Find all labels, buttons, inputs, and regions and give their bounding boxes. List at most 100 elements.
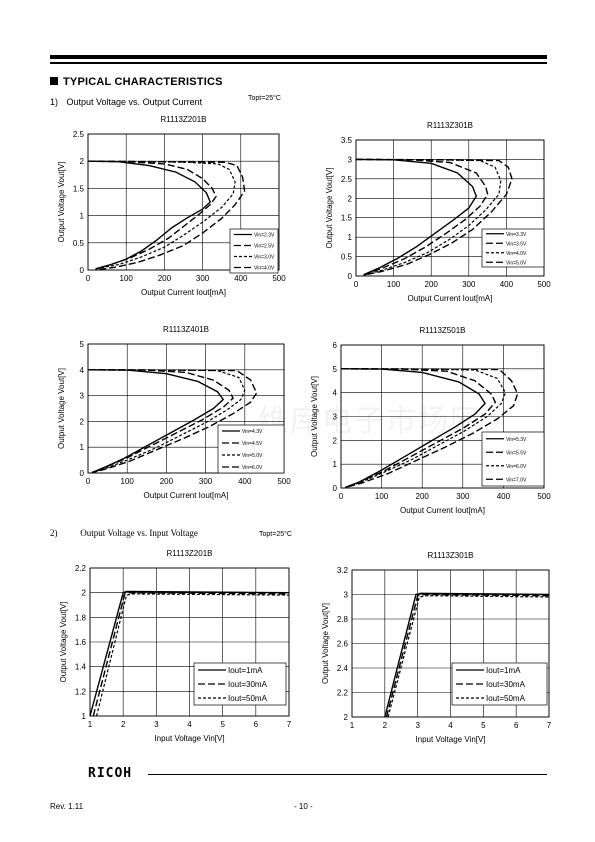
x-axis-label: Output Current Iout[mA]: [408, 294, 493, 303]
y-tick-label: 3: [344, 591, 349, 600]
series-line: [355, 158, 502, 276]
y-axis-label: Output Voltage Vout[V]: [57, 368, 66, 449]
legend-label: Vin=3.5V: [506, 241, 527, 247]
legend-label: Vin=4.0V: [506, 251, 527, 257]
x-tick-label: 100: [375, 492, 389, 501]
series-line: [355, 158, 478, 276]
y-tick-label: 1.6: [75, 638, 87, 647]
x-tick-label: 400: [500, 280, 514, 289]
condition-label: Topt=25°C: [259, 531, 292, 538]
x-tick-label: 300: [199, 477, 213, 486]
x-axis-label: Output Current Iout[mA]: [144, 491, 229, 500]
legend-label: Vin=2.3V: [254, 233, 275, 239]
x-tick-label: 200: [416, 492, 430, 501]
y-tick-label: 0: [333, 484, 338, 493]
subsection-title: Output Voltage vs. Input Voltage: [80, 528, 198, 538]
legend-box: [229, 228, 279, 274]
series-line: [92, 591, 290, 717]
series-line: [384, 592, 550, 718]
chart-1: R1113Z201B 0 100 200 300 400 500 0 0.5 1 1.5 2 2.5 Ou…: [57, 115, 286, 297]
x-tick-label: 100: [387, 280, 401, 289]
x-tick-label: 500: [277, 477, 291, 486]
y-axis-label: Output Voltage Vout[V]: [325, 168, 334, 249]
y-tick-label: 1: [82, 712, 87, 721]
y-tick-label: 2.5: [73, 130, 85, 139]
legend-label: Vin=5.3V: [506, 437, 527, 443]
chart-title: R1113Z401B: [163, 325, 209, 334]
y-tick-label: 3: [80, 392, 85, 401]
section-heading: TYPICAL CHARACTERISTICS: [50, 76, 223, 88]
y-axis-label: Output Voltage Vout[V]: [59, 602, 68, 683]
y-tick-label: 2.5: [341, 175, 353, 184]
series-line: [355, 158, 513, 276]
plot-frame: [89, 567, 290, 717]
x-tick-label: 1: [350, 721, 355, 730]
legend-label: Vin=5.0V: [506, 260, 527, 266]
series-line: [87, 369, 225, 474]
legend-label: Vin=6.0V: [242, 465, 263, 471]
series-line: [87, 160, 246, 271]
legend-label: Vin=5.0V: [242, 453, 263, 459]
y-tick-label: 1.5: [341, 214, 353, 223]
x-tick-label: 300: [462, 280, 476, 289]
chart-title: R1113Z301B: [427, 121, 473, 130]
y-tick-label: 3.2: [337, 566, 349, 575]
watermark: 维库电子市场网: [258, 404, 482, 439]
x-tick-label: 2: [383, 721, 388, 730]
series-line: [87, 369, 246, 474]
revision-label: Rev. 1.11: [50, 802, 84, 811]
y-tick-label: 3: [348, 155, 353, 164]
legend-label: Vin=6.0V: [506, 464, 527, 470]
y-tick-label: 0: [80, 469, 85, 478]
x-tick-label: 300: [456, 492, 470, 501]
series-line: [355, 158, 489, 276]
y-tick-label: 2.6: [337, 640, 349, 649]
x-tick-label: 500: [537, 280, 551, 289]
y-tick-label: 3.5: [341, 136, 353, 145]
subsection-2: 2) Output Voltage vs. Input Voltage: [50, 528, 198, 538]
y-tick-label: 2: [333, 436, 338, 445]
x-tick-label: 100: [120, 274, 134, 283]
legend-label: Vin=2.5V: [254, 244, 275, 250]
header-rule-thick: [50, 55, 547, 59]
chart-4: R1113Z501B 0 100 200 300 400 500 0 1 2 3 4 5 6 Output …: [310, 326, 551, 515]
chart-title: R1113Z501B: [420, 326, 466, 335]
plot-frame: [87, 343, 285, 474]
series-line: [340, 368, 497, 489]
legend-label: Iout=1mA: [228, 666, 263, 675]
legend-label: Vin=7.0V: [506, 477, 527, 483]
series-line: [340, 368, 486, 489]
x-tick-label: 400: [238, 477, 252, 486]
subsection-number: 1): [50, 97, 59, 107]
x-axis-label: Output Current Iout[mA]: [141, 288, 226, 297]
x-tick-label: 7: [287, 720, 292, 729]
chart-2: R1113Z301B 0 100 200 300 400 500 0 0.5 1 1.5 2 2.5 3 3…: [325, 121, 551, 303]
chart-title: R1113Z301B: [428, 551, 474, 560]
y-tick-label: 4: [333, 389, 338, 398]
series-line: [87, 160, 236, 270]
x-tick-label: 200: [158, 274, 172, 283]
series-line: [385, 593, 550, 718]
x-axis-label: Output Current Iout[mA]: [400, 506, 485, 515]
y-axis-label: Output Voltage Vout[V]: [57, 162, 66, 243]
y-tick-label: 6: [333, 341, 338, 350]
series-line: [96, 593, 290, 717]
subsection-1: 1) Output Voltage vs. Output Current: [50, 97, 202, 107]
y-tick-label: 2.8: [337, 615, 349, 624]
y-tick-label: 1: [80, 212, 85, 221]
subsection-number: 2): [50, 528, 58, 538]
y-tick-label: 2.4: [337, 664, 349, 673]
plot-frame: [87, 133, 280, 271]
x-tick-label: 200: [160, 477, 174, 486]
y-tick-label: 2: [344, 713, 349, 722]
x-tick-label: 0: [354, 280, 359, 289]
y-tick-label: 1: [80, 443, 85, 452]
y-axis-label: Output Voltage Vout[V]: [310, 376, 319, 457]
section-heading-text: TYPICAL CHARACTERISTICS: [63, 76, 223, 88]
x-axis-label: Input Voltage Vin[V]: [415, 735, 485, 744]
chart-title: R1113Z201B: [167, 549, 213, 558]
plot-frame: [355, 139, 545, 277]
ricoh-logo: RICOH: [88, 766, 133, 781]
legend-label: Vin=3.0V: [254, 255, 275, 261]
